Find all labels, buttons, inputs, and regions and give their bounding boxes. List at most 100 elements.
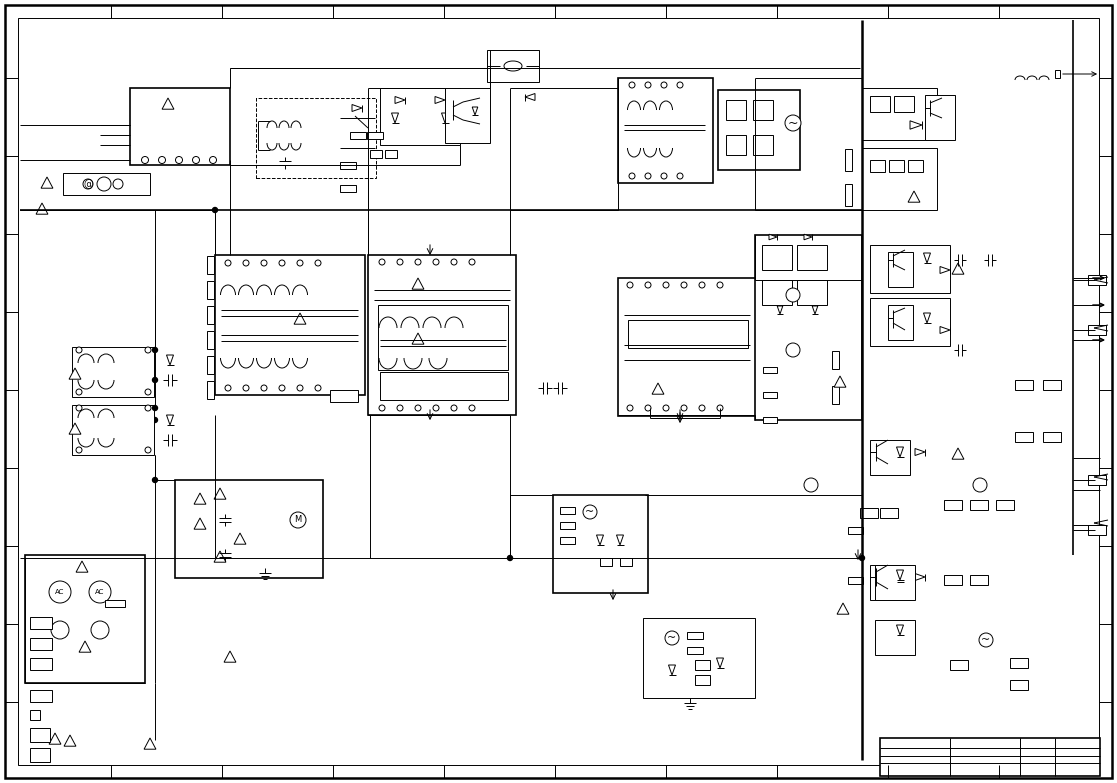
Polygon shape [194,518,206,529]
Bar [1010,658,1028,668]
Bar [870,245,949,293]
Bar [832,351,839,369]
Circle shape [859,555,865,561]
Polygon shape [768,234,777,240]
Circle shape [279,385,285,391]
Circle shape [416,259,421,265]
Bar [350,132,366,139]
Bar [798,280,827,305]
Bar [63,173,150,195]
Circle shape [212,207,218,212]
Circle shape [153,377,157,383]
Bar [380,372,508,400]
Bar [763,392,777,398]
Circle shape [225,385,231,391]
Bar [207,281,214,299]
Circle shape [142,157,149,164]
Circle shape [645,405,651,411]
Polygon shape [952,448,964,459]
Circle shape [507,555,513,561]
Polygon shape [225,651,236,662]
Circle shape [159,157,165,164]
Bar [944,575,962,585]
Circle shape [785,115,801,131]
Circle shape [433,405,439,411]
Circle shape [629,173,634,179]
Bar [894,96,914,112]
Bar [1043,432,1061,442]
Circle shape [49,581,71,603]
Bar [870,96,890,112]
Polygon shape [897,572,904,582]
Circle shape [397,259,403,265]
Text: ~: ~ [982,635,991,645]
Polygon shape [472,107,478,115]
Circle shape [699,282,705,288]
Circle shape [645,282,651,288]
Bar [628,320,748,348]
Bar [1015,380,1033,390]
Bar [875,620,915,655]
Bar [370,150,382,158]
Bar [30,748,50,762]
Polygon shape [777,306,783,314]
Text: ~: ~ [667,633,677,643]
Polygon shape [441,113,449,123]
Bar [643,618,755,698]
Bar [445,88,490,143]
Polygon shape [897,625,904,635]
Circle shape [681,405,687,411]
Bar [726,135,746,155]
Circle shape [661,82,667,88]
Circle shape [661,173,667,179]
Circle shape [665,631,679,645]
Circle shape [451,405,457,411]
Bar [726,100,746,120]
Bar [487,50,540,82]
Circle shape [663,282,669,288]
Circle shape [225,260,231,266]
Circle shape [290,512,306,528]
Bar [862,88,937,140]
Bar [970,575,989,585]
Bar [753,135,773,155]
Circle shape [153,417,157,423]
Polygon shape [69,423,80,435]
Polygon shape [395,96,405,103]
Circle shape [297,260,303,266]
Bar [207,331,214,349]
Bar [105,600,125,607]
Text: M: M [295,515,302,525]
Bar [256,98,376,178]
Bar [695,660,710,670]
Circle shape [645,82,651,88]
Polygon shape [235,533,246,544]
Polygon shape [952,263,964,274]
Circle shape [645,173,651,179]
Bar [340,185,356,192]
Polygon shape [294,313,306,324]
Bar [763,367,777,373]
Polygon shape [162,98,174,109]
Polygon shape [352,104,362,111]
Polygon shape [41,177,52,188]
Polygon shape [214,551,226,562]
Bar [1010,680,1028,690]
Polygon shape [897,447,904,457]
Polygon shape [652,383,663,394]
Circle shape [153,348,157,352]
Bar [600,558,612,566]
Polygon shape [166,415,173,425]
Bar [848,577,863,584]
Bar [560,522,575,529]
Bar [762,280,792,305]
Bar [949,660,968,670]
Circle shape [717,405,723,411]
Bar [553,495,648,593]
Circle shape [90,621,109,639]
Circle shape [629,82,634,88]
Polygon shape [834,376,846,388]
Bar [30,617,52,629]
Circle shape [663,405,669,411]
Bar [214,255,365,395]
